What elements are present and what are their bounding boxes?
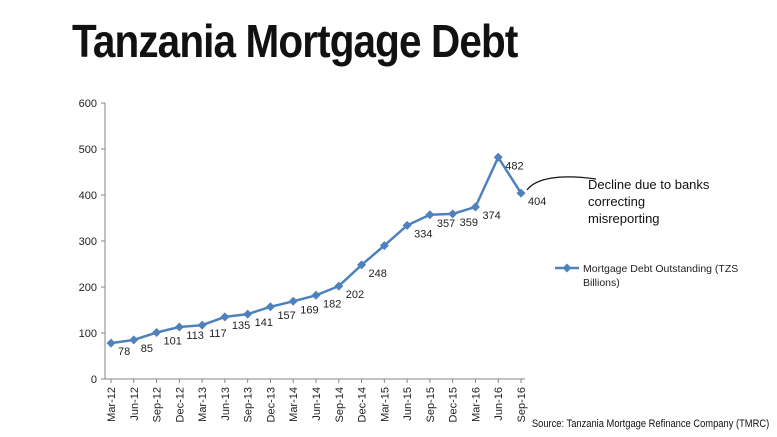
x-tick-label: Mar-14 <box>288 387 300 422</box>
data-point <box>265 302 275 312</box>
data-label: 85 <box>141 343 153 355</box>
y-tick-label: 200 <box>79 282 97 294</box>
x-tick-label: Sep-15 <box>425 387 437 422</box>
data-label: 157 <box>277 310 295 322</box>
x-tick-label: Sep-13 <box>243 387 255 422</box>
data-point <box>106 338 116 348</box>
y-tick-label: 600 <box>79 98 97 110</box>
annotation-text: Decline due to banks <box>588 177 710 192</box>
source-note: Source: Tanzania Mortgage Refinance Comp… <box>531 418 769 430</box>
data-label: 359 <box>460 217 478 229</box>
x-tick-label: Mar-16 <box>470 387 482 422</box>
data-label: 334 <box>414 228 432 240</box>
x-tick-label: Jun-14 <box>311 387 323 421</box>
x-tick-label: Sep-12 <box>152 387 164 422</box>
x-tick-label: Sep-16 <box>516 387 528 422</box>
data-point <box>152 328 162 338</box>
data-point <box>493 152 503 162</box>
data-label: 357 <box>437 218 455 230</box>
y-tick-label: 0 <box>91 374 97 386</box>
data-point <box>402 220 412 230</box>
x-tick-label: Dec-15 <box>448 387 460 422</box>
x-tick-label: Dec-14 <box>357 387 369 422</box>
page-title: Tanzania Mortgage Debt <box>72 15 518 67</box>
x-tick-label: Jun-12 <box>129 387 141 421</box>
data-label: 101 <box>164 336 182 348</box>
data-label: 135 <box>232 320 250 332</box>
data-point <box>197 320 207 330</box>
y-tick-label: 400 <box>79 190 97 202</box>
x-tick-label: Mar-15 <box>379 387 391 422</box>
x-tick-label: Jun-15 <box>402 387 414 421</box>
data-label: 202 <box>346 289 364 301</box>
x-tick-label: Jun-16 <box>493 387 505 421</box>
data-label: 248 <box>369 268 387 280</box>
data-point <box>129 335 139 345</box>
x-tick-label: Mar-12 <box>106 387 118 422</box>
legend-marker <box>562 263 572 273</box>
annotation-text: correcting <box>588 194 645 209</box>
data-label: 141 <box>255 317 273 329</box>
data-label: 182 <box>323 298 341 310</box>
data-label: 169 <box>300 304 318 316</box>
data-label: 404 <box>528 196 546 208</box>
data-label: 78 <box>118 346 130 358</box>
data-label: 482 <box>505 160 523 172</box>
data-label: 113 <box>186 330 204 342</box>
data-label: 117 <box>209 328 227 340</box>
data-point <box>379 241 389 251</box>
data-point <box>243 309 253 319</box>
x-tick-label: Sep-14 <box>334 387 346 422</box>
x-tick-label: Dec-13 <box>265 387 277 422</box>
data-point <box>220 312 230 322</box>
data-point <box>425 210 435 220</box>
data-point <box>470 202 480 212</box>
annotation-arrow <box>526 176 597 191</box>
x-tick-label: Jun-13 <box>220 387 232 421</box>
data-point <box>357 260 367 270</box>
data-point <box>334 281 344 291</box>
x-tick-label: Dec-12 <box>174 387 186 422</box>
data-point <box>288 296 298 306</box>
annotation-text: misreporting <box>588 211 660 226</box>
data-point <box>311 290 321 300</box>
x-tick-label: Mar-13 <box>197 387 209 422</box>
legend-label: Mortgage Debt Outstanding (TZS <box>583 263 738 275</box>
y-tick-label: 500 <box>79 144 97 156</box>
data-point <box>448 209 458 219</box>
y-tick-label: 300 <box>79 236 97 248</box>
data-point <box>174 322 184 332</box>
y-tick-label: 100 <box>79 328 97 340</box>
data-label: 374 <box>482 210 500 222</box>
data-point <box>516 188 526 198</box>
legend-label: Billions) <box>583 277 620 289</box>
